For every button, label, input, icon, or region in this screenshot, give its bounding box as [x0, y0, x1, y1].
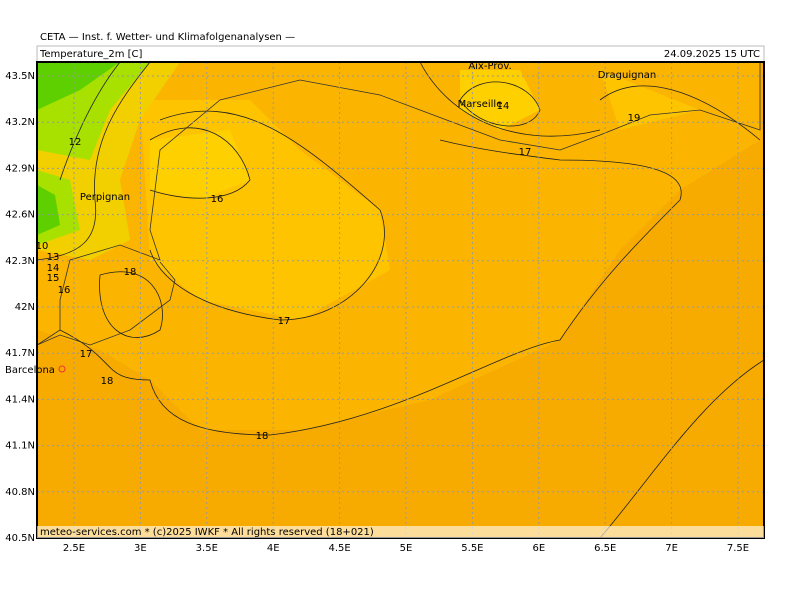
- contour-label: 18: [256, 431, 269, 442]
- contour-label: 17: [80, 349, 93, 360]
- contour-label: 16: [211, 194, 224, 205]
- contour-label: 17: [519, 147, 532, 158]
- lon-label: 4.5E: [328, 543, 350, 554]
- variable: Temperature_2m [C]: [39, 49, 143, 60]
- place-label: Draguignan: [598, 70, 657, 81]
- lon-label: 5E: [400, 543, 413, 554]
- lat-label: 42.3N: [5, 256, 35, 267]
- lon-label: 6.5E: [594, 543, 616, 554]
- contour-label: 15: [47, 273, 60, 284]
- lat-label: 40.8N: [5, 487, 35, 498]
- contour-label: 18: [124, 267, 137, 278]
- lat-label: 42.6N: [5, 210, 35, 221]
- place-label: Perpignan: [80, 192, 130, 203]
- graticule: [37, 62, 764, 538]
- lon-label: 2.5E: [63, 543, 85, 554]
- city-marker: [58, 365, 66, 373]
- contour-label: 16: [58, 285, 71, 296]
- lon-label: 3.5E: [196, 543, 218, 554]
- lon-label: 3E: [134, 543, 147, 554]
- place-label: Aix-Prov.: [468, 61, 511, 72]
- place-label: Marseille: [458, 99, 503, 110]
- lon-label: 6E: [532, 543, 545, 554]
- contour-label: 14: [47, 263, 60, 274]
- lon-label: 5.5E: [461, 543, 483, 554]
- lat-label: 41.7N: [5, 348, 35, 359]
- contour-label: 18: [101, 376, 114, 387]
- source: CETA — Inst. f. Wetter- und Klimafolgena…: [40, 32, 295, 43]
- lat-label: 40.5N: [5, 533, 35, 544]
- lat-label: 41.1N: [5, 441, 35, 452]
- contour-label: 10: [36, 241, 49, 252]
- footer-box: [37, 526, 764, 538]
- place-label: Barcelona: [5, 365, 55, 376]
- contour-label: 17: [278, 316, 291, 327]
- footer: meteo-services.com * (c)2025 IWKF * All …: [40, 527, 374, 538]
- lat-label: 42.9N: [5, 163, 35, 174]
- contour-label: 13: [47, 252, 60, 263]
- lat-label: 43.2N: [5, 117, 35, 128]
- lon-label: 4E: [267, 543, 280, 554]
- contour-label: 14: [497, 101, 510, 112]
- contour-label: 19: [628, 113, 641, 124]
- lat-label: 43.5N: [5, 71, 35, 82]
- time: 24.09.2025 15 UTC: [664, 49, 760, 60]
- lon-label: 7.5E: [727, 543, 749, 554]
- field: [37, 62, 764, 538]
- lon-label: 7E: [665, 543, 678, 554]
- lat-label: 41.4N: [5, 394, 35, 405]
- contour-label: 12: [69, 137, 82, 148]
- lat-label: 42N: [15, 302, 35, 313]
- header-box: [36, 45, 765, 63]
